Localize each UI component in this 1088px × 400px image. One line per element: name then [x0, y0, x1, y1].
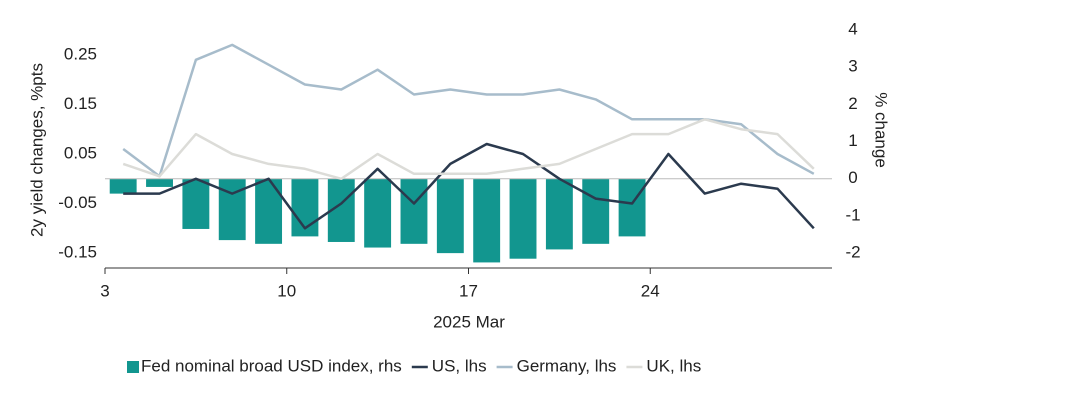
bar [400, 178, 428, 244]
y2-tick-label: 0 [848, 168, 857, 187]
x-tick-label: 24 [641, 281, 660, 300]
y-axis-label: 2y yield changes, %pts [27, 63, 46, 237]
legend-label: UK, lhs [646, 356, 701, 375]
y2-tick-label: 4 [848, 19, 857, 38]
bar [218, 178, 246, 241]
line-series [123, 142, 815, 230]
legend-label: US, lhs [432, 356, 487, 375]
bar [473, 178, 501, 263]
y2-tick-label: -2 [845, 243, 860, 262]
y-tick-label: -0.05 [58, 193, 97, 212]
x-tick-label: 17 [459, 281, 478, 300]
y2-tick-label: -1 [845, 205, 860, 224]
legend-label: Germany, lhs [517, 356, 617, 375]
y-tick-label: 0.15 [64, 94, 97, 113]
bar [146, 178, 173, 187]
legend-label: Fed nominal broad USD index, rhs [141, 356, 402, 375]
bar [255, 178, 283, 244]
line-series [122, 118, 815, 181]
bar [582, 178, 610, 244]
y2-tick-label: 1 [848, 131, 857, 150]
bar [545, 178, 573, 250]
bar [436, 178, 464, 254]
y2-axis-label: % change [872, 92, 891, 168]
bar [109, 178, 137, 194]
line-series [122, 43, 815, 178]
x-tick-label: 3 [100, 281, 109, 300]
bar [182, 178, 210, 229]
x-tick-label: 10 [277, 281, 296, 300]
y2-tick-label: 2 [848, 94, 857, 113]
bar [618, 178, 646, 237]
bar [364, 178, 392, 248]
x-axis-label: 2025 Mar [433, 312, 505, 331]
y-tick-label: 0.25 [64, 44, 97, 63]
bar [509, 178, 537, 259]
y-tick-label: -0.15 [58, 243, 97, 262]
y-tick-label: 0.05 [64, 143, 97, 162]
legend-swatch [127, 361, 139, 373]
y2-tick-label: 3 [848, 57, 857, 76]
